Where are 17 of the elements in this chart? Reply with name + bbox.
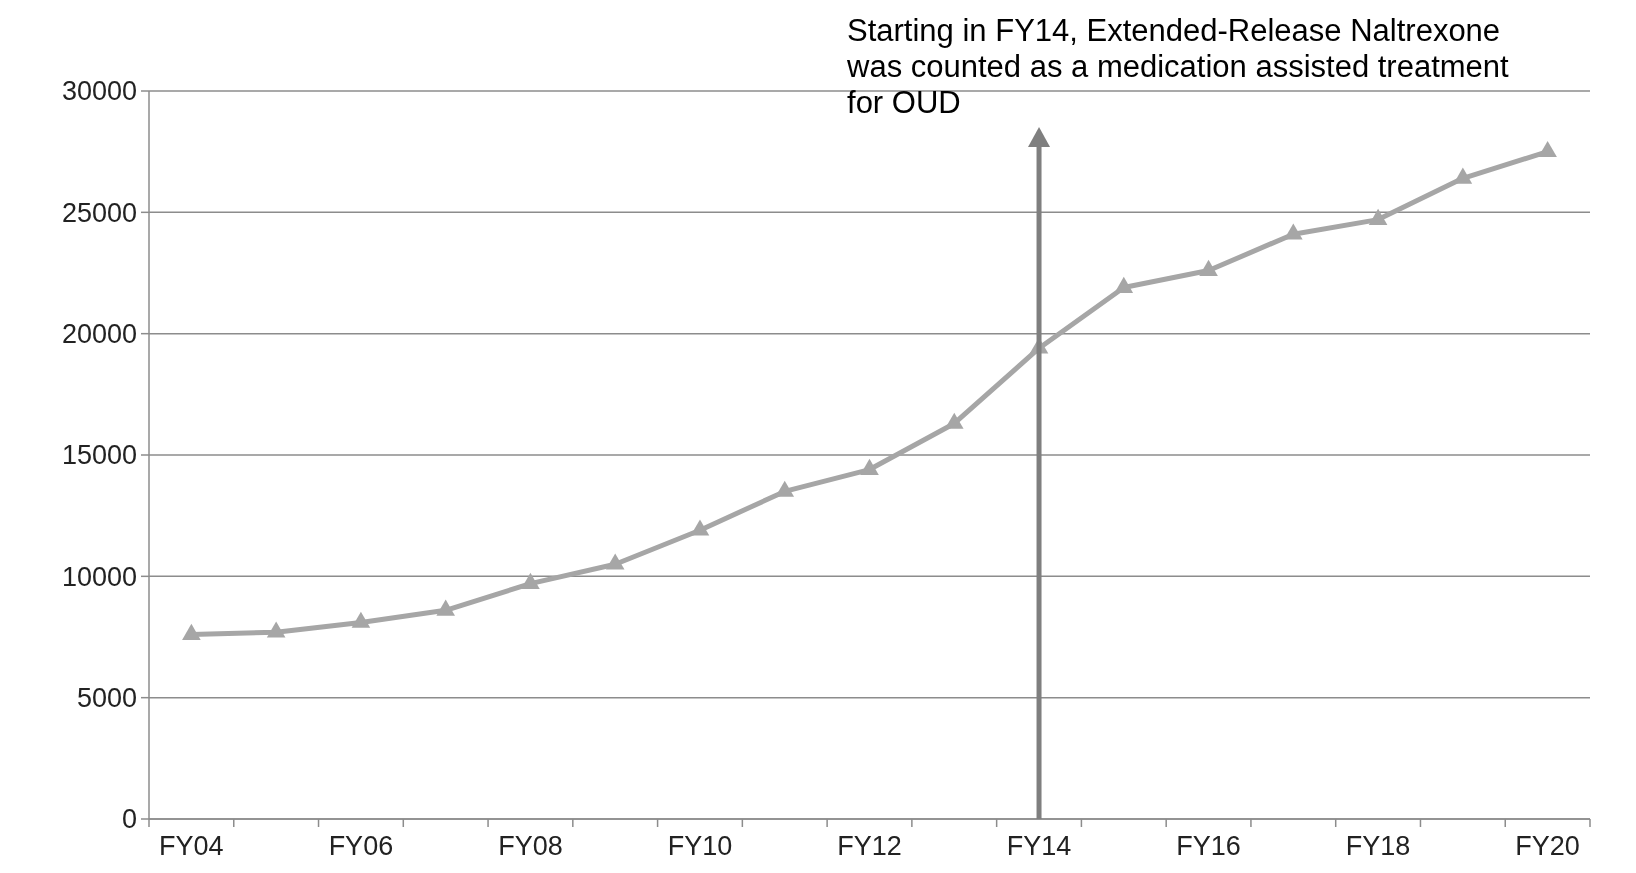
x-tick-label: FY16 bbox=[1176, 831, 1241, 861]
y-tick-label: 15000 bbox=[61, 440, 137, 471]
y-tick-label: 5000 bbox=[76, 683, 137, 714]
annotation: Starting in FY14, Extended-Release Naltrexone was counted as a medication assisted treatment for OUD bbox=[846, 13, 1510, 120]
x-tick-label: FY06 bbox=[328, 831, 394, 861]
y-tick-label: 25000 bbox=[61, 197, 137, 228]
x-tick-label: FY12 bbox=[837, 831, 902, 861]
x-tick-label: FY20 bbox=[1515, 831, 1580, 861]
y-tick-label: 10000 bbox=[61, 561, 137, 592]
y-tick-label: 0 bbox=[121, 804, 137, 835]
x-tick-label: FY04 bbox=[159, 831, 224, 861]
x-tick-label: FY10 bbox=[667, 831, 733, 861]
y-tick-label: 20000 bbox=[61, 319, 137, 350]
y-tick-label: 30000 bbox=[61, 76, 137, 107]
x-tick-label: FY18 bbox=[1345, 831, 1411, 861]
x-tick-label: FY14 bbox=[1006, 831, 1072, 861]
x-tick-label: FY08 bbox=[498, 831, 563, 861]
